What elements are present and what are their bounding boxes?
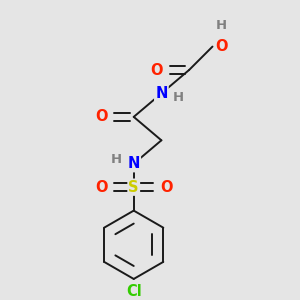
Text: O: O [150,62,163,77]
Text: O: O [215,39,228,54]
Text: O: O [95,110,107,124]
Text: O: O [95,180,107,195]
Text: H: H [111,153,122,166]
Text: N: N [128,156,140,171]
Text: S: S [128,180,139,195]
Text: Cl: Cl [126,284,142,299]
Text: N: N [155,86,168,101]
Text: H: H [173,91,184,104]
Text: O: O [160,180,172,195]
Text: H: H [216,19,227,32]
